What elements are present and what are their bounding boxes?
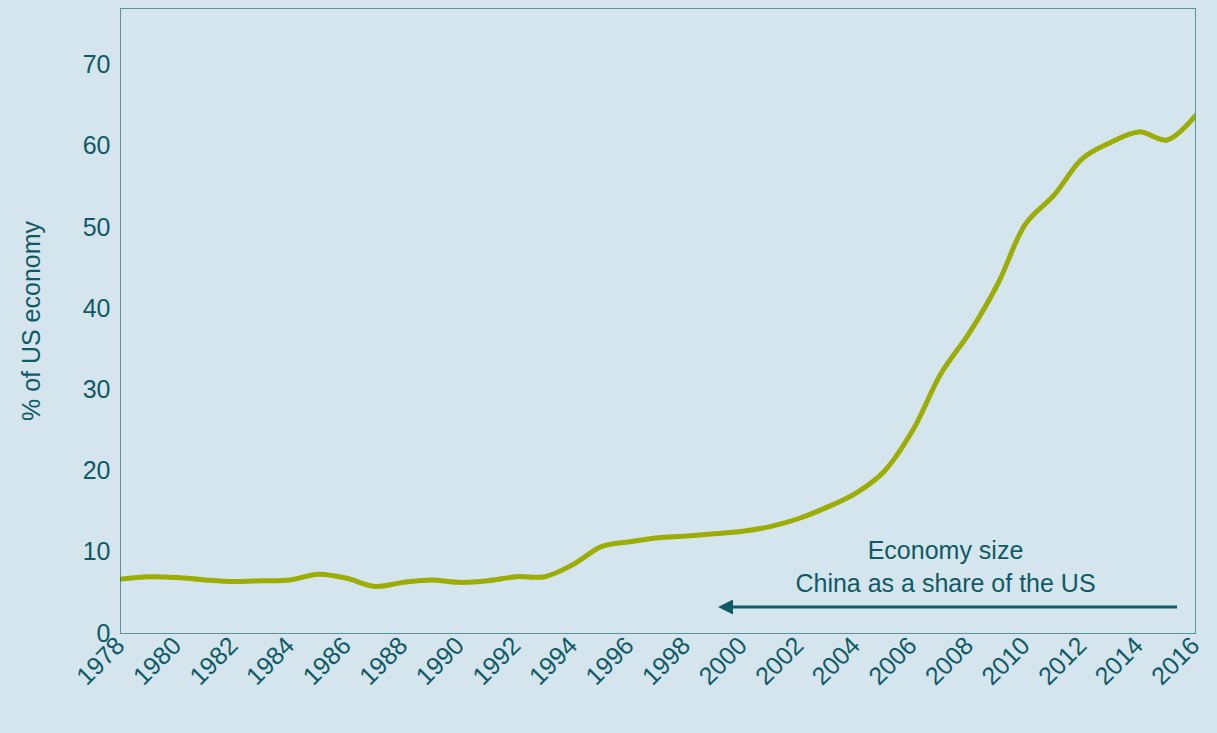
svg-text:Economy sizeChina as a share o: Economy sizeChina as a share of the US [795, 536, 1095, 597]
svg-text:1984: 1984 [240, 631, 299, 690]
svg-text:2012: 2012 [1032, 631, 1091, 690]
svg-text:1986: 1986 [297, 631, 356, 690]
svg-text:10: 10 [83, 537, 111, 565]
svg-text:50: 50 [83, 213, 111, 241]
svg-text:1990: 1990 [410, 631, 469, 690]
svg-text:2000: 2000 [693, 631, 752, 690]
svg-text:2010: 2010 [976, 631, 1035, 690]
svg-text:1980: 1980 [127, 631, 186, 690]
svg-text:40: 40 [83, 294, 111, 322]
svg-text:2008: 2008 [919, 631, 978, 690]
svg-text:20: 20 [83, 456, 111, 484]
svg-text:1978: 1978 [71, 631, 130, 690]
svg-text:2002: 2002 [750, 631, 809, 690]
svg-text:1996: 1996 [580, 631, 639, 690]
svg-text:30: 30 [83, 375, 111, 403]
svg-text:1992: 1992 [467, 631, 526, 690]
svg-text:1982: 1982 [184, 631, 243, 690]
svg-text:2016: 2016 [1146, 631, 1205, 690]
svg-text:1998: 1998 [636, 631, 695, 690]
svg-text:% of US economy: % of US economy [17, 220, 45, 421]
svg-text:2014: 2014 [1089, 631, 1148, 690]
svg-text:2006: 2006 [863, 631, 922, 690]
svg-text:2004: 2004 [806, 631, 865, 690]
svg-text:1988: 1988 [353, 631, 412, 690]
svg-text:1994: 1994 [523, 631, 582, 690]
svg-text:60: 60 [83, 131, 111, 159]
svg-text:70: 70 [83, 50, 111, 78]
